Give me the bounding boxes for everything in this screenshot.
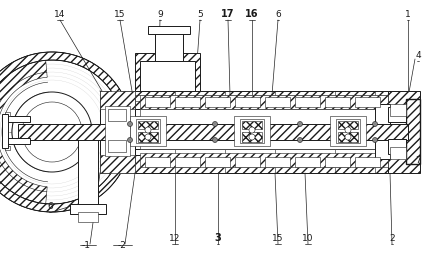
- Bar: [355, 157, 380, 167]
- Polygon shape: [0, 60, 47, 204]
- Text: 6: 6: [47, 202, 53, 211]
- Bar: [105, 106, 130, 156]
- Bar: [295, 97, 320, 107]
- Bar: [70, 204, 106, 214]
- Polygon shape: [0, 52, 127, 212]
- Circle shape: [212, 138, 218, 143]
- Bar: [140, 109, 388, 149]
- Circle shape: [249, 127, 255, 133]
- Bar: [388, 107, 406, 122]
- Bar: [100, 91, 135, 109]
- Bar: [148, 69, 188, 91]
- Bar: [78, 139, 98, 214]
- Bar: [242, 132, 262, 142]
- Bar: [140, 61, 195, 91]
- Bar: [242, 121, 262, 129]
- Polygon shape: [2, 114, 8, 148]
- Text: 2: 2: [389, 234, 395, 243]
- Bar: [205, 157, 230, 167]
- Text: 10: 10: [302, 234, 314, 243]
- Text: 17: 17: [221, 9, 235, 19]
- Circle shape: [372, 138, 378, 143]
- Bar: [140, 95, 388, 109]
- Text: 5: 5: [197, 10, 203, 19]
- Bar: [390, 104, 406, 116]
- Circle shape: [22, 102, 82, 162]
- Text: 3: 3: [214, 233, 221, 243]
- Bar: [235, 97, 260, 107]
- Bar: [100, 91, 390, 109]
- Circle shape: [145, 134, 151, 140]
- Text: 14: 14: [54, 10, 66, 19]
- Text: 15: 15: [272, 234, 284, 243]
- Bar: [406, 99, 420, 164]
- Bar: [5, 116, 30, 122]
- Bar: [330, 116, 366, 146]
- Circle shape: [345, 134, 351, 140]
- Circle shape: [127, 138, 133, 143]
- Bar: [336, 119, 360, 143]
- Bar: [375, 104, 390, 159]
- Circle shape: [12, 92, 92, 172]
- Bar: [338, 132, 358, 142]
- Bar: [390, 147, 406, 159]
- Bar: [240, 119, 264, 143]
- Circle shape: [249, 134, 255, 140]
- Polygon shape: [5, 146, 10, 150]
- Circle shape: [372, 121, 378, 126]
- Text: 7: 7: [415, 156, 421, 165]
- Bar: [325, 157, 350, 167]
- Bar: [148, 26, 190, 34]
- Circle shape: [212, 121, 218, 126]
- Bar: [100, 155, 135, 173]
- Bar: [175, 97, 200, 107]
- Bar: [100, 155, 390, 173]
- Bar: [265, 157, 290, 167]
- Bar: [265, 97, 290, 107]
- Bar: [388, 91, 420, 173]
- Circle shape: [127, 121, 133, 126]
- Circle shape: [345, 127, 351, 133]
- Bar: [100, 109, 390, 149]
- Polygon shape: [5, 112, 10, 116]
- Bar: [130, 116, 166, 146]
- Bar: [355, 97, 380, 107]
- Circle shape: [297, 138, 302, 143]
- Text: -2: -2: [118, 242, 127, 251]
- Bar: [140, 153, 388, 167]
- Bar: [325, 97, 350, 107]
- Bar: [175, 157, 200, 167]
- Bar: [388, 117, 420, 144]
- Bar: [138, 121, 158, 129]
- Text: 12: 12: [169, 234, 181, 243]
- Bar: [388, 139, 406, 154]
- Text: 1: 1: [405, 10, 411, 19]
- Bar: [100, 99, 135, 164]
- Bar: [108, 109, 126, 121]
- Text: 16: 16: [245, 9, 259, 19]
- Bar: [138, 132, 158, 142]
- Bar: [145, 97, 170, 107]
- Polygon shape: [0, 52, 127, 212]
- Bar: [155, 31, 183, 61]
- Text: 9: 9: [157, 10, 163, 19]
- Bar: [235, 157, 260, 167]
- Text: 15: 15: [114, 10, 126, 19]
- Bar: [295, 157, 320, 167]
- Bar: [338, 121, 358, 129]
- Text: -1: -1: [82, 242, 91, 251]
- Bar: [108, 140, 126, 152]
- Bar: [18, 124, 408, 140]
- Circle shape: [297, 121, 302, 126]
- Circle shape: [145, 127, 151, 133]
- Bar: [136, 119, 160, 143]
- Bar: [5, 138, 30, 144]
- Bar: [78, 212, 98, 222]
- Bar: [145, 157, 170, 167]
- Bar: [135, 53, 200, 91]
- Bar: [234, 116, 270, 146]
- Text: 4: 4: [415, 51, 421, 60]
- Bar: [205, 97, 230, 107]
- Text: 6: 6: [275, 10, 281, 19]
